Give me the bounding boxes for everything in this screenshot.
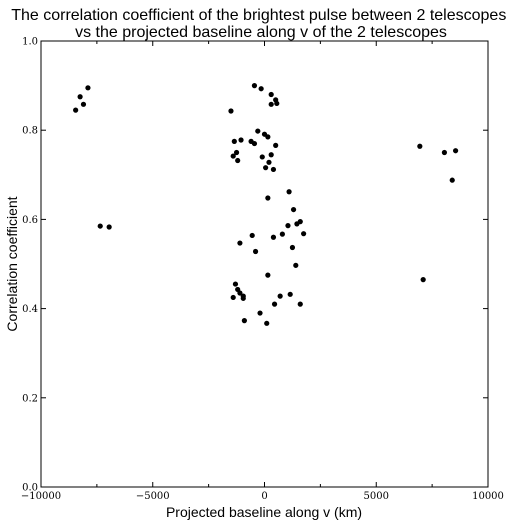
data-point (80, 101, 87, 107)
data-point (270, 166, 277, 173)
y-axis-label: Correlation coefficient (4, 196, 20, 331)
data-point (255, 128, 261, 134)
data-point (240, 295, 246, 301)
y-tick-label: 1.0 (22, 37, 38, 48)
data-point (268, 101, 274, 107)
data-point (293, 262, 299, 268)
data-point (268, 152, 274, 158)
data-point (263, 165, 269, 171)
data-point (441, 149, 448, 156)
data-point (417, 143, 423, 149)
data-point (228, 108, 234, 114)
x-tick-label: 0 (261, 491, 267, 502)
data-point (270, 234, 277, 240)
data-point (277, 293, 283, 299)
data-point (286, 189, 292, 195)
data-point (237, 240, 243, 246)
data-point (297, 219, 303, 225)
data-point (301, 231, 307, 237)
y-tick-label: 0.2 (22, 393, 38, 404)
data-point (273, 142, 279, 148)
data-point (289, 244, 296, 251)
x-axis-label: Projected baseline along v (km) (166, 504, 362, 520)
data-point (258, 86, 264, 92)
data-point (264, 320, 270, 326)
data-point (233, 149, 240, 156)
data-point (287, 291, 293, 297)
y-tick-label: 0.4 (22, 304, 38, 315)
data-point (238, 137, 244, 143)
x-tick-labels: −10000 −5000 0 5000 10000 (21, 491, 504, 502)
data-point (265, 134, 271, 140)
plot-frame (40, 40, 489, 488)
scatter-points (73, 83, 459, 326)
data-point (297, 301, 303, 307)
data-point (85, 85, 91, 91)
data-point (251, 140, 258, 147)
axis-ticks (40, 40, 489, 488)
data-point (249, 232, 255, 239)
x-tick-label: −10000 (21, 491, 61, 502)
data-point (420, 277, 426, 283)
data-point (273, 97, 279, 103)
data-point (241, 318, 247, 324)
data-point (265, 272, 271, 278)
x-tick-label: 10000 (472, 491, 504, 502)
data-point (235, 157, 241, 164)
y-tick-label: 0.0 (22, 483, 38, 494)
data-point (232, 281, 239, 287)
y-tick-labels: 0.0 0.2 0.4 0.6 0.8 1.0 (22, 37, 38, 494)
data-point (73, 107, 79, 113)
y-tick-label: 0.6 (22, 215, 38, 226)
chart-title-line-2: vs the projected baseline along v of the… (75, 24, 447, 41)
chart-title: The correlation coefficient of the brigh… (11, 7, 511, 41)
data-point (77, 94, 83, 100)
chart-title-line-1: The correlation coefficient of the brigh… (11, 7, 506, 24)
data-point (237, 290, 243, 296)
data-point (285, 223, 291, 229)
data-point (251, 83, 258, 89)
data-point (266, 159, 272, 165)
data-point (449, 177, 455, 183)
data-point (259, 154, 265, 160)
data-point (252, 248, 259, 255)
x-tick-label: −5000 (136, 491, 170, 502)
data-point (230, 294, 236, 301)
data-point (106, 224, 112, 230)
data-point (452, 148, 459, 154)
data-point (271, 301, 278, 307)
data-point (268, 91, 274, 98)
data-point (265, 195, 271, 201)
data-point (230, 153, 236, 159)
y-tick-label: 0.8 (22, 126, 38, 137)
data-point (290, 206, 297, 213)
x-tick-label: 5000 (364, 491, 389, 502)
data-point (257, 310, 263, 316)
data-point (97, 223, 103, 229)
data-point (231, 138, 237, 144)
data-point (279, 231, 285, 237)
